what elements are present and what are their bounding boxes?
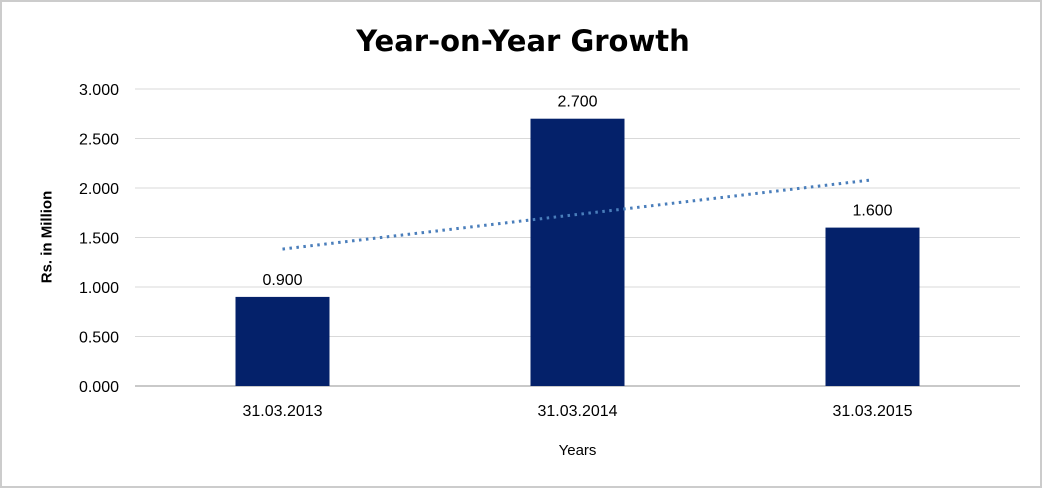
y-tick-label: 2.500 <box>79 132 119 149</box>
bar-data-label: 2.700 <box>557 94 597 111</box>
y-tick-label: 0.500 <box>79 330 119 347</box>
trendline <box>282 178 873 251</box>
x-axis-title: Years <box>558 442 597 459</box>
x-category-label: 31.03.2015 <box>832 403 912 420</box>
chart-title: Year-on-Year Growth <box>356 24 690 58</box>
y-tick-label: 2.000 <box>79 181 119 198</box>
bar <box>825 227 920 386</box>
y-tick-label: 0.000 <box>79 379 119 396</box>
x-category-label: 31.03.2013 <box>242 403 322 420</box>
bar <box>235 296 330 386</box>
y-tick-label: 1.500 <box>79 231 119 248</box>
y-tick-label: 3.000 <box>79 82 119 99</box>
bar-data-label: 0.900 <box>262 272 302 289</box>
y-tick-label: 1.000 <box>79 280 119 297</box>
bar <box>530 118 625 386</box>
x-category-label: 31.03.2014 <box>537 403 617 420</box>
bar-data-label: 1.600 <box>852 203 892 220</box>
